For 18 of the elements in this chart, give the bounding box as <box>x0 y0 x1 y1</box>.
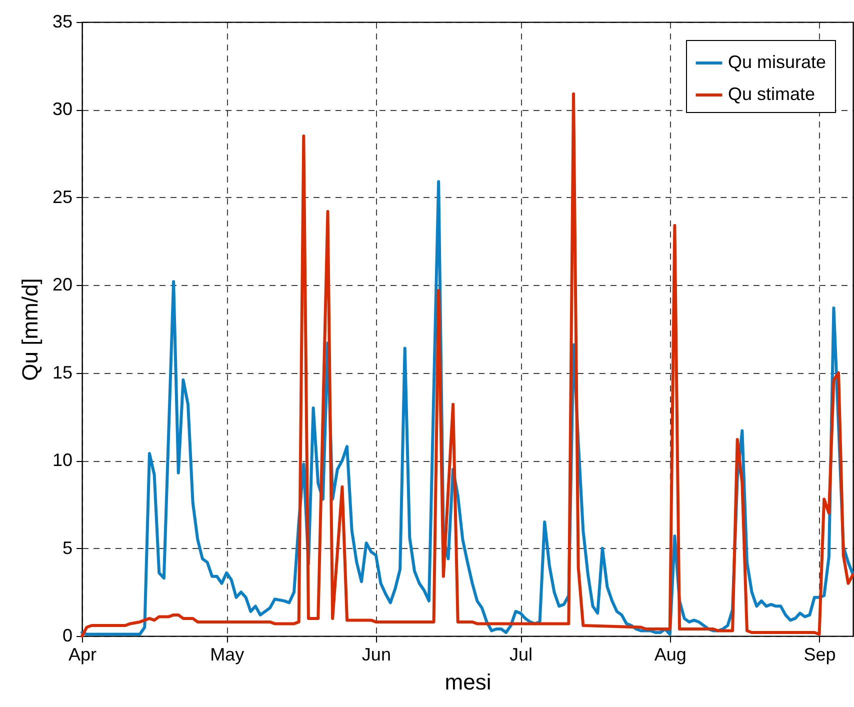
x-tick-label: May <box>210 644 244 664</box>
x-tick-label: Apr <box>68 644 97 664</box>
x-tick-label: Jun <box>362 644 391 664</box>
y-tick-label: 25 <box>52 186 72 207</box>
legend-label: Qu stimate <box>728 84 816 104</box>
legend-label: Qu misurate <box>728 52 826 72</box>
y-axis-title: Qu [mm/d] <box>17 278 42 381</box>
y-tick-label: 15 <box>52 362 72 382</box>
y-tick-label: 5 <box>62 538 72 558</box>
x-tick-label: Jul <box>510 644 533 664</box>
y-tick-label: 20 <box>52 274 72 295</box>
y-tick-label: 30 <box>52 99 72 120</box>
x-tick-label: Sep <box>804 644 836 664</box>
y-tick-label: 0 <box>62 626 72 646</box>
y-tick-label: 10 <box>52 450 72 470</box>
x-tick-label: Aug <box>654 644 686 664</box>
y-tick-label: 35 <box>52 12 72 32</box>
x-axis-title: mesi <box>444 670 492 694</box>
